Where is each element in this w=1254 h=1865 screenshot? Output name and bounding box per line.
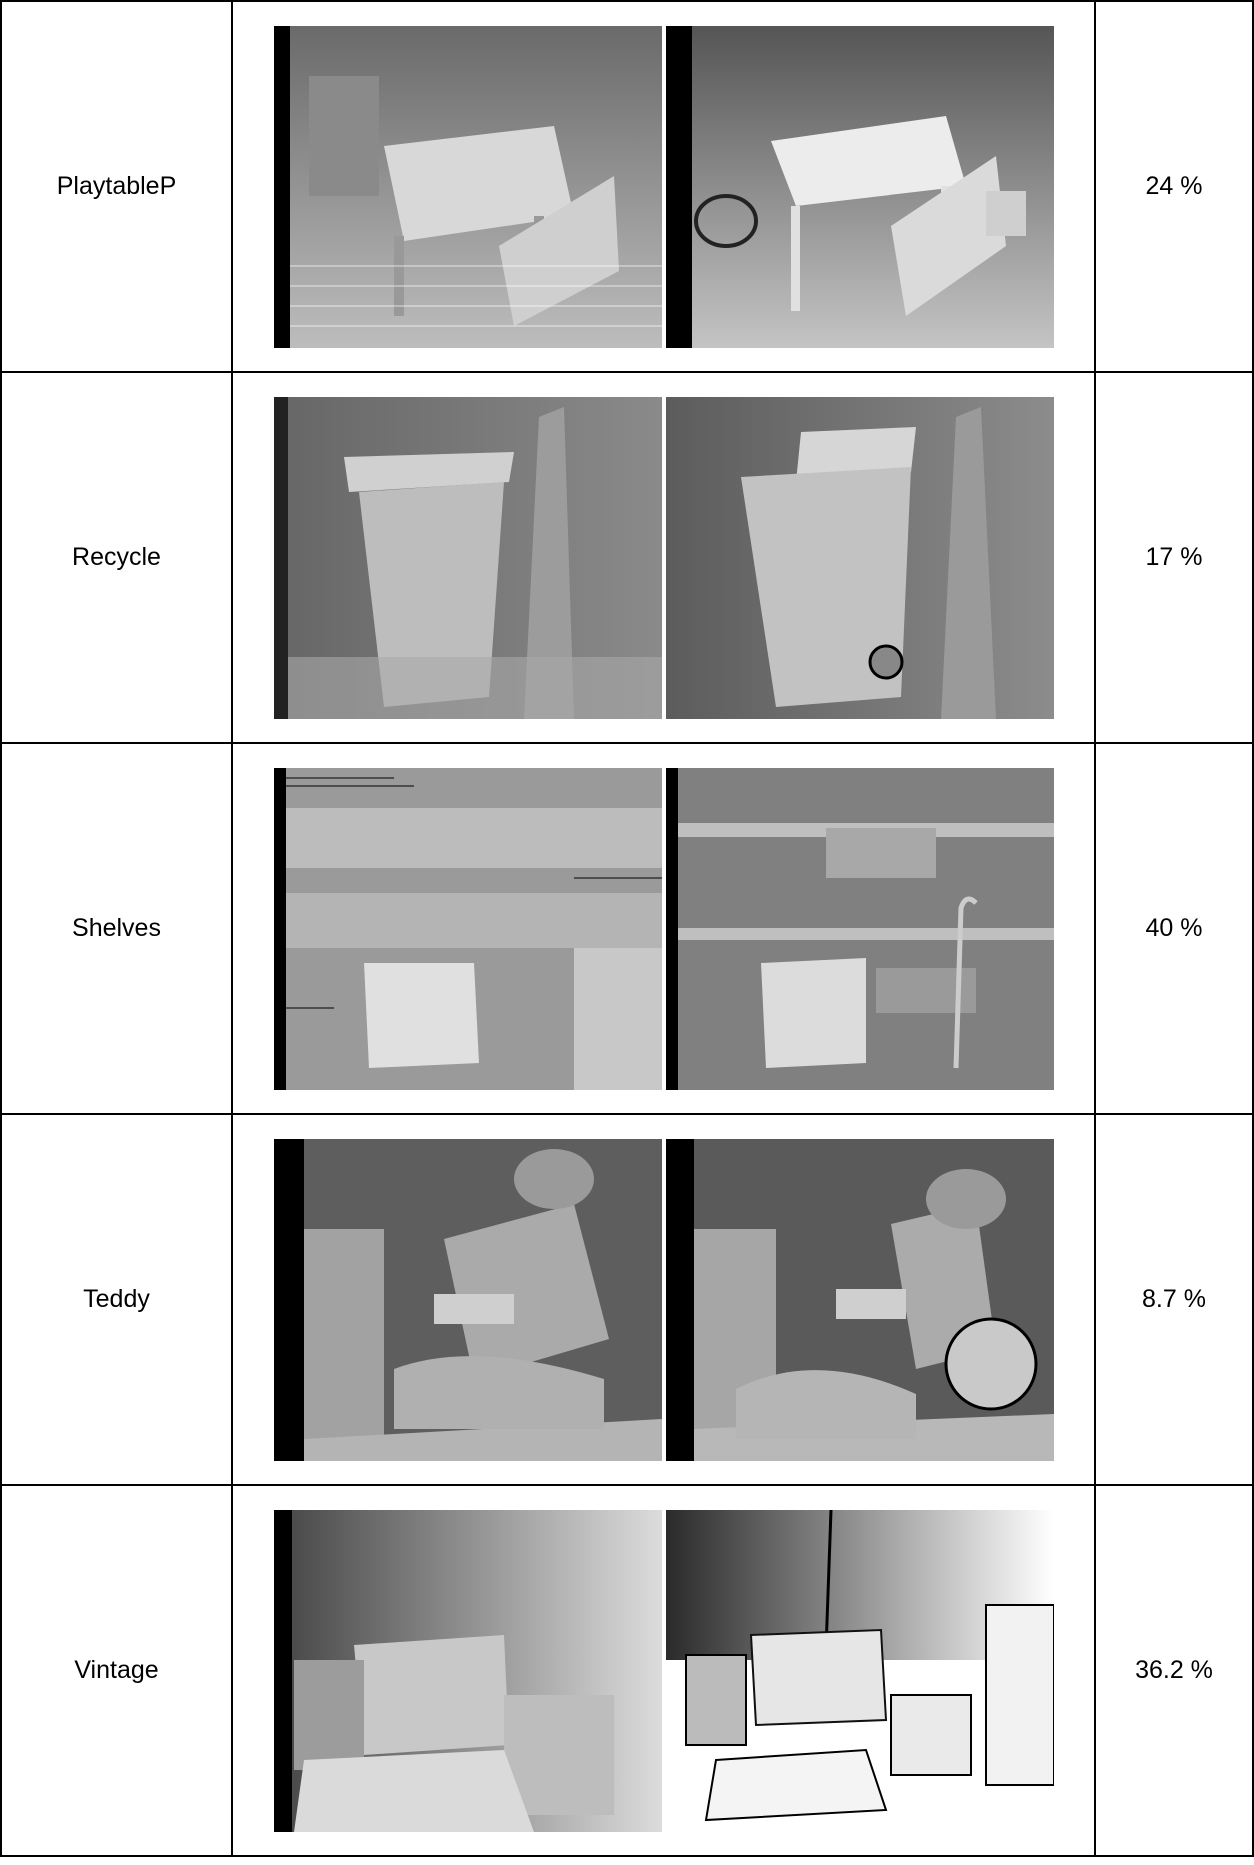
ground-truth-depth-map xyxy=(665,396,1054,719)
error-percentage: 36.2 % xyxy=(1094,1484,1254,1857)
depth-map-pair xyxy=(231,1484,1096,1857)
table-row: PlaytableP xyxy=(0,0,1254,373)
estimated-depth-map xyxy=(273,396,662,719)
error-percentage: 24 % xyxy=(1094,0,1254,373)
dataset-name: Vintage xyxy=(0,1484,233,1857)
error-percentage: 40 % xyxy=(1094,742,1254,1115)
dataset-name: Recycle xyxy=(0,371,233,744)
dataset-name: PlaytableP xyxy=(0,0,233,373)
dataset-name: Teddy xyxy=(0,1113,233,1486)
estimated-depth-map xyxy=(273,1138,662,1461)
depth-map-pair xyxy=(231,1113,1096,1486)
depth-map-pair xyxy=(231,371,1096,744)
table-row: Shelves xyxy=(0,742,1254,1115)
table-row: Teddy xyxy=(0,1113,1254,1486)
ground-truth-depth-map xyxy=(665,1509,1054,1832)
ground-truth-depth-map xyxy=(665,1138,1054,1461)
table-row: Recycle xyxy=(0,371,1254,744)
estimated-depth-map xyxy=(273,25,662,348)
estimated-depth-map xyxy=(273,767,662,1090)
dataset-name: Shelves xyxy=(0,742,233,1115)
ground-truth-depth-map xyxy=(665,25,1054,348)
ground-truth-depth-map xyxy=(665,767,1054,1090)
error-percentage: 17 % xyxy=(1094,371,1254,744)
estimated-depth-map xyxy=(273,1509,662,1832)
depth-map-pair xyxy=(231,742,1096,1115)
depth-map-pair xyxy=(231,0,1096,373)
error-percentage: 8.7 % xyxy=(1094,1113,1254,1486)
table-row: Vintage xyxy=(0,1484,1254,1857)
